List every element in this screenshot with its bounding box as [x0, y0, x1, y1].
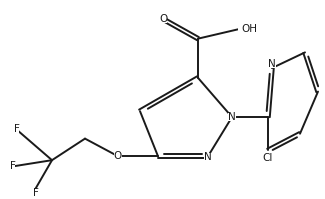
Text: F: F [10, 161, 16, 171]
FancyBboxPatch shape [114, 153, 122, 160]
FancyBboxPatch shape [9, 163, 15, 169]
Text: Cl: Cl [262, 152, 273, 163]
FancyBboxPatch shape [204, 153, 212, 160]
FancyBboxPatch shape [13, 128, 19, 134]
FancyBboxPatch shape [238, 25, 250, 32]
Text: N: N [204, 152, 212, 162]
FancyBboxPatch shape [228, 113, 236, 121]
Text: F: F [14, 124, 20, 134]
Text: N: N [228, 112, 236, 122]
Text: N: N [268, 59, 276, 69]
Text: F: F [33, 188, 39, 198]
FancyBboxPatch shape [160, 16, 167, 23]
FancyBboxPatch shape [261, 153, 272, 161]
Text: O: O [159, 14, 167, 24]
Text: O: O [114, 151, 122, 161]
FancyBboxPatch shape [32, 189, 38, 195]
FancyBboxPatch shape [268, 61, 276, 68]
Text: OH: OH [241, 24, 258, 34]
